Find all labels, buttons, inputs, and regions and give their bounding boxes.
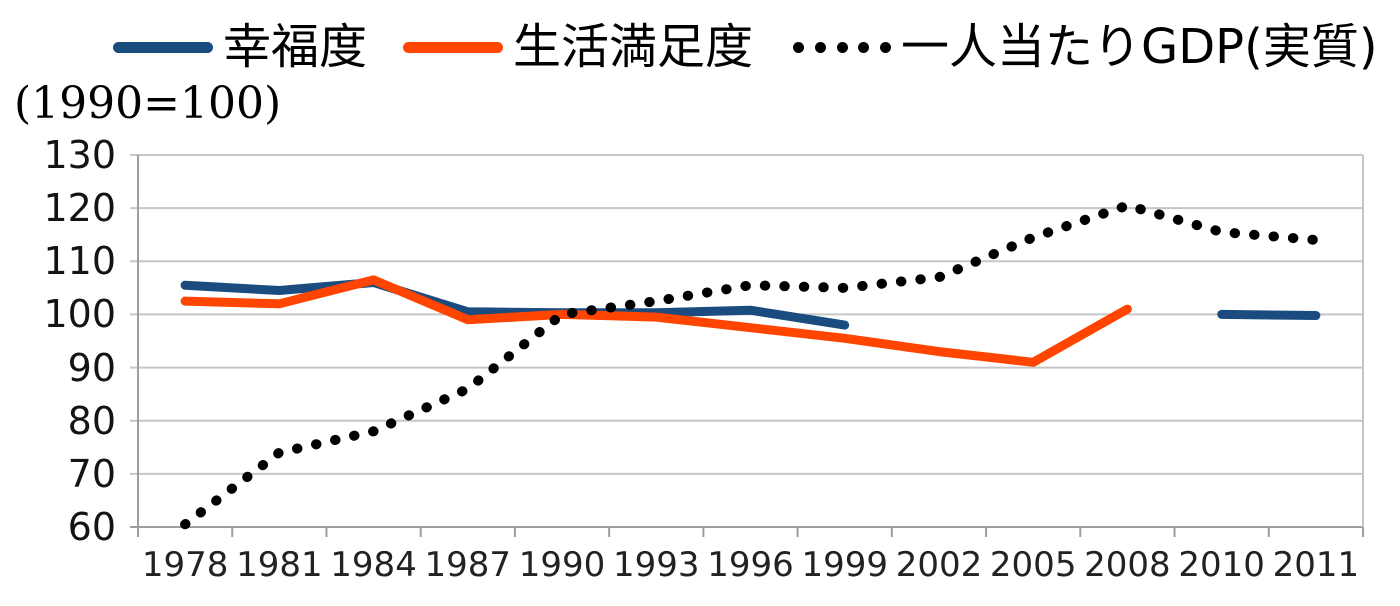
x-axis-label: 1993: [613, 545, 700, 585]
y-axis-label: 130: [43, 133, 116, 177]
x-axis-label: 2005: [989, 545, 1077, 585]
gdp-per-capita-line: [180, 200, 1321, 530]
life-satisfaction-line-swatch: [403, 41, 503, 53]
x-axis-label: 1981: [236, 545, 323, 585]
index-base-note: (1990=100): [14, 78, 282, 129]
y-axis-label: 100: [43, 292, 116, 337]
happiness-line-swatch: [113, 41, 213, 53]
legend-label-gdp-per-capita: 一人当たりGDP(実質): [901, 19, 1378, 75]
gdp-dotted-line-swatch: [793, 41, 891, 53]
x-axis-label: 2011: [1272, 545, 1360, 585]
x-axis-label: 1978: [141, 545, 229, 585]
legend-label-life-satisfaction: 生活満足度: [513, 19, 754, 75]
legend-item-life-satisfaction: 生活満足度: [403, 20, 753, 74]
x-axis-label: 1990: [518, 545, 606, 585]
y-axis-label: 120: [43, 186, 116, 231]
life-satisfaction-line: [180, 275, 1132, 367]
x-axis-label: 1987: [424, 545, 512, 585]
x-axis-label: 2008: [1084, 545, 1171, 585]
y-axis-label: 90: [67, 345, 116, 390]
x-axis-label: 1984: [330, 545, 417, 585]
x-axis-label: 1999: [801, 545, 888, 585]
x-axis-label: 2010: [1178, 545, 1265, 585]
y-axis-label: 70: [67, 451, 116, 496]
y-axis-label: 80: [67, 398, 116, 443]
legend-item-gdp-per-capita: 一人当たりGDP(実質): [793, 20, 1378, 74]
y-axis-label: 110: [43, 239, 116, 284]
x-axis-label: 2002: [895, 545, 983, 585]
legend-label-happiness: 幸福度: [223, 19, 368, 75]
happiness-line: [180, 278, 850, 330]
legend-item-happiness: 幸福度: [113, 20, 367, 74]
y-axis-label: 60: [67, 505, 116, 549]
x-axis-label: 1996: [707, 545, 794, 585]
happiness-line: [1217, 309, 1321, 320]
